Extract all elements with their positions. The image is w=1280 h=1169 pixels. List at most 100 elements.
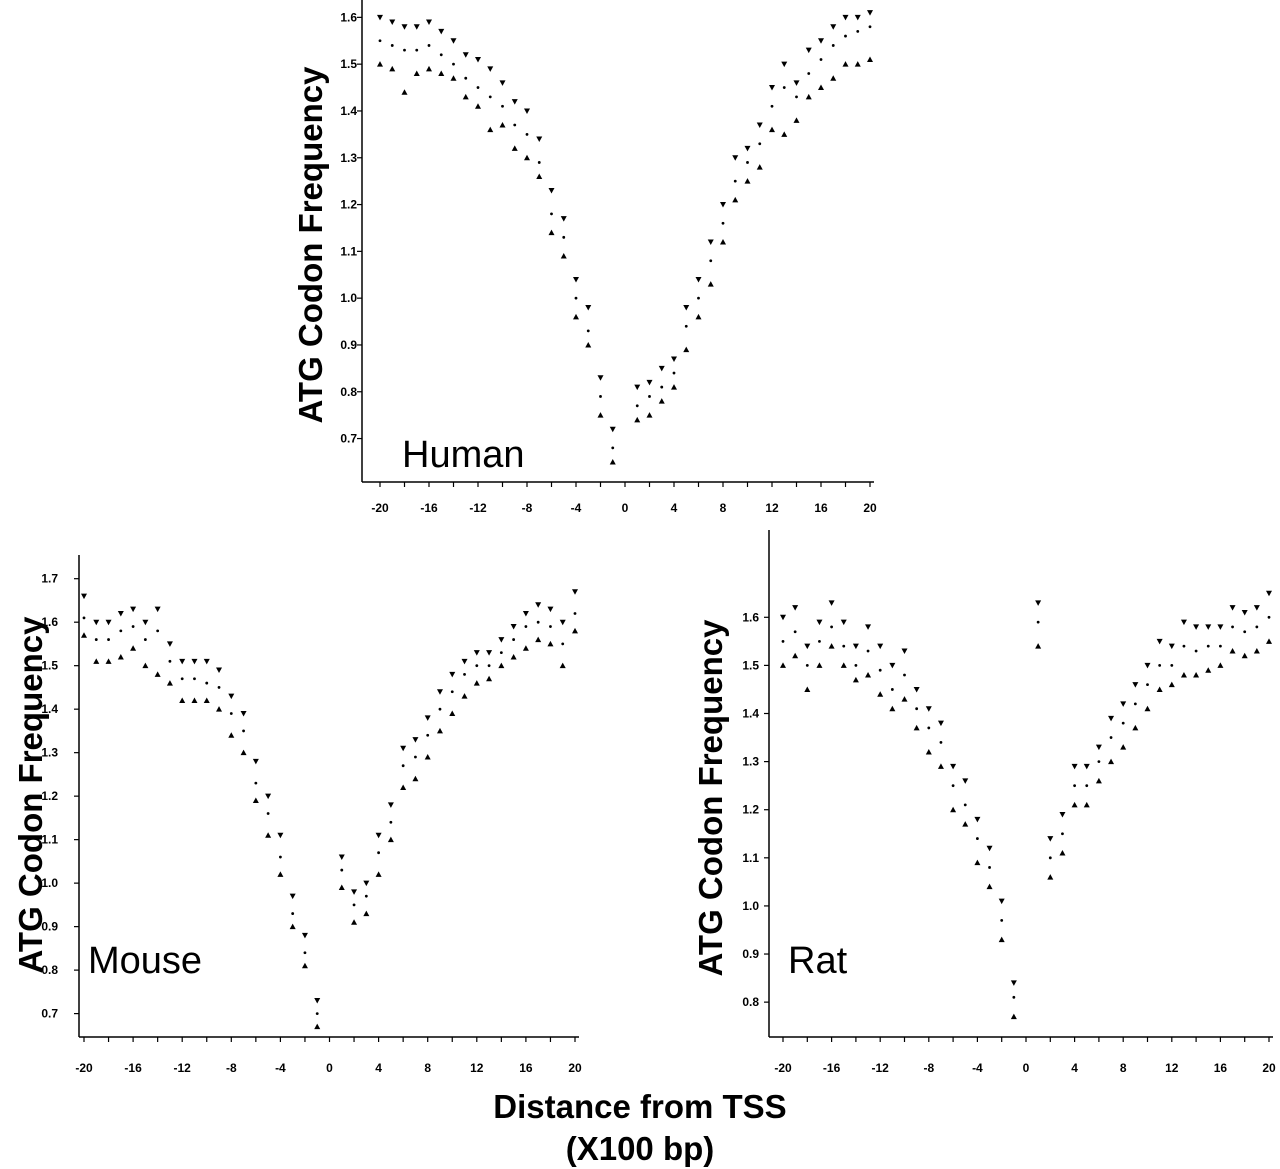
data-point-dot bbox=[963, 803, 967, 807]
data-point-up-triangle bbox=[1047, 874, 1054, 880]
data-point-down-triangle bbox=[998, 898, 1005, 905]
data-point-dot bbox=[1182, 644, 1186, 648]
data-point-down-triangle bbox=[105, 619, 112, 626]
data-point-down-triangle bbox=[609, 426, 616, 433]
data-point-down-triangle bbox=[560, 216, 567, 222]
data-point-up-triangle bbox=[387, 836, 394, 843]
data-point-dot bbox=[561, 642, 565, 646]
data-point-dot bbox=[315, 1012, 319, 1016]
data-point-down-triangle bbox=[937, 720, 944, 727]
data-point-down-triangle bbox=[818, 38, 824, 44]
data-point-down-triangle bbox=[216, 667, 223, 674]
x-tick-label: 16 bbox=[1214, 1061, 1228, 1075]
panel-title: Mouse bbox=[88, 940, 202, 982]
data-point-up-triangle bbox=[401, 89, 408, 95]
data-point-dot bbox=[525, 132, 529, 136]
data-point-up-triangle bbox=[572, 627, 578, 634]
data-point-dot bbox=[452, 62, 455, 66]
x-tick-label: -4 bbox=[275, 1061, 286, 1075]
data-point-up-triangle bbox=[436, 727, 443, 734]
data-point-down-triangle bbox=[387, 802, 394, 808]
data-point-dot bbox=[352, 903, 356, 907]
data-point-up-triangle bbox=[389, 65, 396, 72]
data-point-dot bbox=[291, 912, 295, 915]
data-point-up-triangle bbox=[683, 346, 690, 353]
data-point-down-triangle bbox=[498, 637, 505, 643]
data-point-up-triangle bbox=[998, 936, 1005, 943]
data-point-dot bbox=[866, 649, 870, 653]
data-point-down-triangle bbox=[81, 593, 87, 600]
data-point-up-triangle bbox=[1108, 758, 1115, 765]
y-axis-label: ATG Codon Frequency bbox=[692, 619, 729, 977]
data-point-dot bbox=[1012, 995, 1016, 999]
data-point-up-triangle bbox=[840, 662, 847, 668]
data-point-dot bbox=[697, 296, 700, 300]
y-axis-label: ATG Codon Frequency bbox=[292, 66, 329, 424]
y-tick-label: 1.5 bbox=[340, 57, 357, 71]
data-point-dot bbox=[1109, 736, 1113, 739]
data-point-dot bbox=[537, 161, 541, 164]
data-point-up-triangle bbox=[191, 697, 198, 703]
y-tick-label: 1.5 bbox=[41, 659, 58, 673]
x-tick-label: 12 bbox=[470, 1061, 484, 1075]
data-point-dot bbox=[403, 48, 406, 52]
data-point-up-triangle bbox=[805, 93, 812, 100]
data-point-down-triangle bbox=[462, 52, 469, 58]
data-point-dot bbox=[475, 664, 479, 668]
data-point-up-triangle bbox=[277, 871, 284, 877]
y-tick-label: 1.5 bbox=[742, 658, 759, 672]
y-tick-label: 1.2 bbox=[41, 789, 58, 803]
data-point-dot bbox=[976, 837, 979, 840]
data-point-down-triangle bbox=[816, 619, 823, 626]
data-point-down-triangle bbox=[1205, 624, 1212, 630]
data-point-up-triangle bbox=[1010, 1013, 1017, 1020]
data-point-down-triangle bbox=[842, 14, 849, 21]
y-tick-label: 1.1 bbox=[742, 851, 759, 865]
y-tick-label: 0.9 bbox=[340, 338, 357, 352]
data-point-up-triangle bbox=[732, 196, 739, 203]
data-point-up-triangle bbox=[475, 103, 481, 109]
x-tick-label: -20 bbox=[774, 1061, 792, 1075]
data-point-up-triangle bbox=[852, 676, 859, 683]
data-point-dot bbox=[782, 86, 786, 89]
data-point-up-triangle bbox=[865, 672, 872, 678]
data-point-down-triangle bbox=[314, 998, 321, 1004]
data-point-down-triangle bbox=[744, 145, 751, 152]
data-point-up-triangle bbox=[438, 70, 445, 77]
data-point-down-triangle bbox=[877, 643, 884, 650]
x-tick-label: 4 bbox=[1071, 1061, 1078, 1075]
data-point-dot bbox=[390, 44, 394, 47]
panel-mouse: 0.7 0.8 0.9 1.0 1.1 1.2 1.3 1.4 1.5 1.6 1.7 -20 -16 -… bbox=[12, 555, 582, 1075]
data-point-dot bbox=[450, 690, 454, 694]
data-point-dot bbox=[684, 324, 688, 328]
data-point-dot bbox=[1085, 784, 1089, 788]
data-point-dot bbox=[1231, 625, 1234, 629]
data-point-down-triangle bbox=[426, 19, 432, 26]
data-point-up-triangle bbox=[142, 662, 149, 669]
data-point-up-triangle bbox=[974, 859, 981, 866]
panel-title: Human bbox=[402, 434, 525, 476]
data-point-up-triangle bbox=[1253, 647, 1260, 654]
data-point-up-triangle bbox=[901, 696, 908, 702]
data-point-up-triangle bbox=[695, 313, 702, 320]
data-point-up-triangle bbox=[400, 784, 407, 790]
data-point-up-triangle bbox=[179, 697, 186, 703]
data-point-dot bbox=[536, 620, 540, 624]
data-point-down-triangle bbox=[925, 706, 932, 712]
data-point-dot bbox=[464, 76, 468, 80]
data-point-down-triangle bbox=[375, 832, 382, 839]
data-point-up-triangle bbox=[462, 93, 469, 100]
data-point-down-triangle bbox=[634, 384, 641, 391]
data-point-dot bbox=[1097, 760, 1101, 764]
data-point-down-triangle bbox=[867, 10, 873, 16]
x-tick-label: -16 bbox=[124, 1061, 142, 1075]
data-point-up-triangle bbox=[265, 832, 272, 838]
data-point-down-triangle bbox=[473, 650, 480, 656]
data-point-dot bbox=[709, 259, 713, 263]
data-point-dot bbox=[279, 855, 282, 859]
x-tick-label: -8 bbox=[226, 1061, 237, 1075]
data-point-dot bbox=[599, 395, 602, 398]
data-point-up-triangle bbox=[240, 749, 247, 756]
data-point-dot bbox=[340, 868, 344, 872]
y-tick-label: 0.9 bbox=[41, 920, 58, 934]
